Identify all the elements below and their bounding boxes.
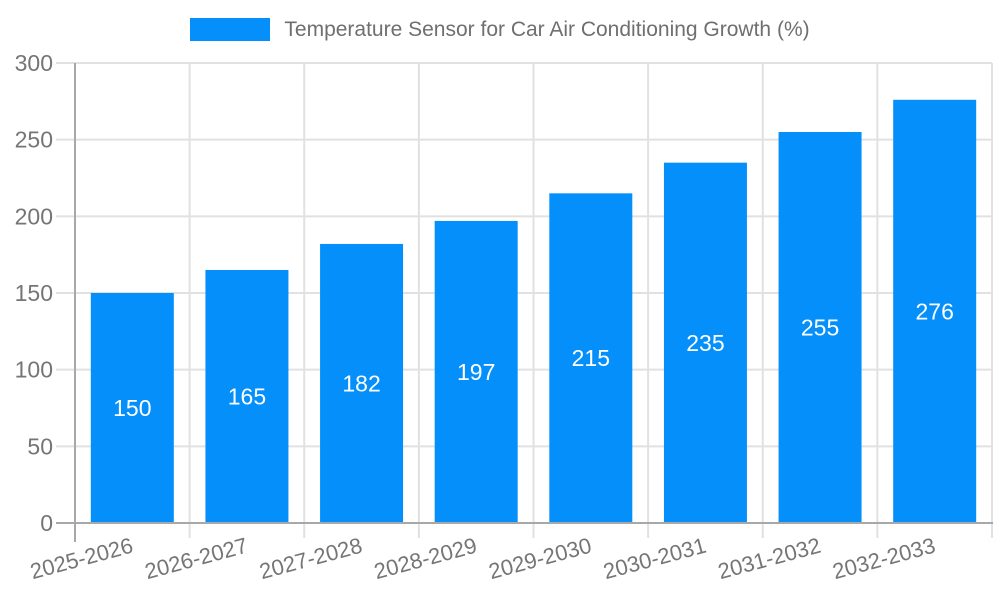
bar-value-label: 235 — [686, 330, 724, 356]
bar-value-label: 182 — [342, 370, 380, 396]
bar[interactable] — [549, 193, 633, 524]
x-axis-label: 2027-2028 — [257, 533, 365, 584]
y-axis-label: 150 — [15, 280, 53, 306]
bar[interactable] — [893, 99, 977, 524]
bar[interactable] — [320, 243, 404, 523]
bar-value-label: 215 — [572, 345, 610, 371]
y-axis-label: 300 — [15, 50, 53, 76]
x-axis-label: 2025-2026 — [28, 533, 136, 584]
bar-value-label: 165 — [228, 384, 266, 410]
x-axis-label: 2030-2031 — [601, 533, 709, 584]
bar-value-label: 197 — [457, 359, 495, 385]
bar-value-label: 150 — [113, 395, 151, 421]
bar-value-label: 276 — [916, 298, 954, 324]
legend-marker — [190, 18, 271, 41]
x-axis-label: 2028-2029 — [371, 533, 479, 584]
legend-item[interactable]: Temperature Sensor for Car Air Condition… — [0, 18, 1000, 41]
y-axis-label: 250 — [15, 127, 53, 153]
y-axis-label: 100 — [15, 357, 53, 383]
x-axis-label: 2029-2030 — [486, 533, 594, 584]
bar[interactable] — [778, 132, 862, 523]
y-axis-label: 0 — [40, 510, 53, 536]
bar-value-label: 255 — [801, 315, 839, 341]
bar[interactable] — [205, 270, 289, 523]
bar[interactable] — [663, 162, 747, 523]
y-axis-label: 200 — [15, 203, 53, 229]
x-axis-label: 2032-2033 — [830, 533, 938, 584]
x-axis-label: 2031-2032 — [715, 533, 823, 584]
x-axis-label: 2026-2027 — [142, 533, 250, 584]
bar[interactable] — [90, 293, 174, 523]
legend-label: Temperature Sensor for Car Air Condition… — [284, 18, 810, 41]
bar[interactable] — [434, 220, 518, 523]
y-axis-label: 50 — [27, 433, 53, 459]
